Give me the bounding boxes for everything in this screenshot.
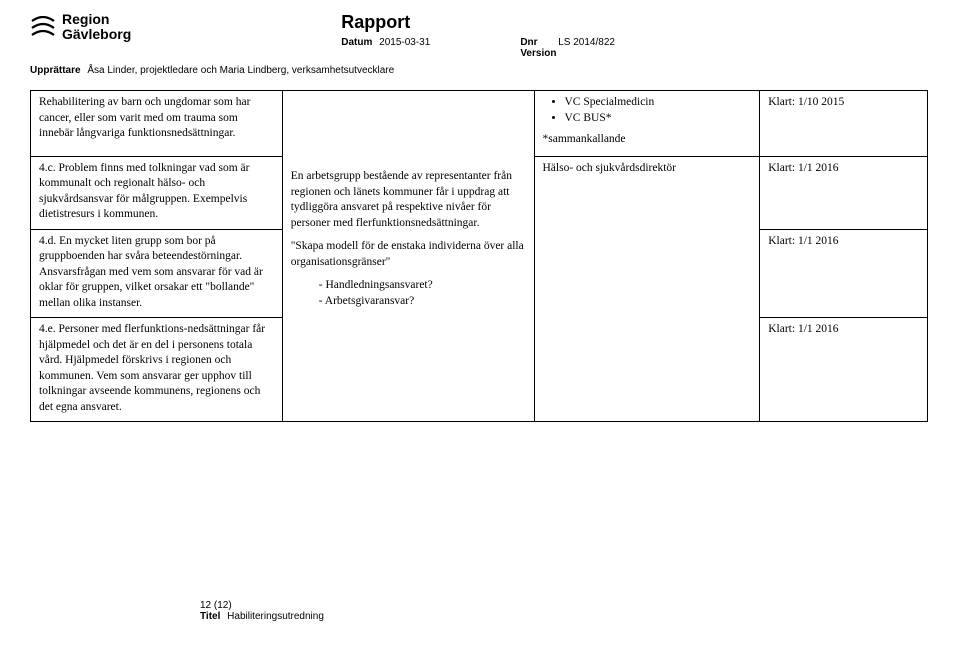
cell-r4c4: Klart: 1/1 2016 xyxy=(760,318,928,422)
text: En arbetsgrupp bestående av representant… xyxy=(291,169,526,231)
bullet-list: VC Specialmedicin VC BUS* xyxy=(543,95,752,126)
page: Region Gävleborg Rapport Datum 2015-03-3… xyxy=(0,0,960,650)
meta-row: Datum 2015-03-31 Dnr LS 2014/822 Version xyxy=(341,37,615,59)
meta-version: Version xyxy=(520,48,615,59)
footer-title-label: Titel xyxy=(200,611,220,622)
author-value: Åsa Linder, projektledare och Maria Lind… xyxy=(87,65,394,76)
dash-item: Arbetsgivaransvar? xyxy=(319,294,526,310)
author-line: Upprättare Åsa Linder, projektledare och… xyxy=(30,65,930,76)
date-label: Datum xyxy=(341,37,372,48)
bullet-item: VC Specialmedicin xyxy=(565,95,752,111)
dnr-label: Dnr xyxy=(520,37,537,48)
text: "Skapa modell för de enstaka individerna… xyxy=(291,239,526,270)
cell-r4c1: 4.e. Personer med flerfunktions-nedsättn… xyxy=(31,318,283,422)
meta-dnr-group: Dnr LS 2014/822 Version xyxy=(520,37,615,59)
author-label: Upprättare xyxy=(30,65,81,76)
table-row: Rehabilitering av barn och ungdomar som … xyxy=(31,91,928,157)
cell-r2c4: Klart: 1/1 2016 xyxy=(760,156,928,229)
brand-line2: Gävleborg xyxy=(62,26,131,42)
header: Region Gävleborg Rapport Datum 2015-03-3… xyxy=(30,12,930,59)
dnr-value: LS 2014/822 xyxy=(558,37,615,48)
cell-r1c1: Rehabilitering av barn och ungdomar som … xyxy=(31,91,283,157)
header-center: Rapport Datum 2015-03-31 Dnr LS 2014/822… xyxy=(341,12,615,59)
dash-item: Handledningsansvaret? xyxy=(319,278,526,294)
cell-r2c3: Hälso- och sjukvårdsdirektör xyxy=(534,156,760,422)
dash-list: Handledningsansvaret? Arbetsgivaransvar? xyxy=(319,278,526,309)
cell-r1c3: VC Specialmedicin VC BUS* *sammankalland… xyxy=(534,91,760,157)
cell-r3c1: 4.d. En mycket liten grupp som bor på gr… xyxy=(31,229,283,318)
cell-r3c4: Klart: 1/1 2016 xyxy=(760,229,928,318)
content-table: Rehabilitering av barn och ungdomar som … xyxy=(30,90,928,422)
footer-title-value: Habiliteringsutredning xyxy=(227,611,324,622)
footnote: *sammankallande xyxy=(543,132,752,148)
text: Rehabilitering av barn och ungdomar som … xyxy=(39,95,274,142)
cell-r1c4: Klart: 1/10 2015 xyxy=(760,91,928,157)
meta-dnr: Dnr LS 2014/822 xyxy=(520,37,615,48)
page-number: 12 (12) xyxy=(200,600,324,611)
footer-title: Titel Habiliteringsutredning xyxy=(200,611,324,622)
bullet-item: VC BUS* xyxy=(565,111,752,127)
brand-text: Region Gävleborg xyxy=(62,12,131,41)
brand-logo-icon xyxy=(30,16,56,38)
meta-date: Datum 2015-03-31 xyxy=(341,37,430,59)
date-value: 2015-03-31 xyxy=(379,37,430,48)
cell-r2c1: 4.c. Problem finns med tolkningar vad so… xyxy=(31,156,283,229)
brand: Region Gävleborg xyxy=(30,12,131,41)
doc-title: Rapport xyxy=(341,12,615,33)
cell-c2: En arbetsgrupp bestående av representant… xyxy=(282,91,534,422)
footer: 12 (12) Titel Habiliteringsutredning xyxy=(200,600,324,622)
brand-line1: Region xyxy=(62,11,109,27)
version-label: Version xyxy=(520,48,556,59)
